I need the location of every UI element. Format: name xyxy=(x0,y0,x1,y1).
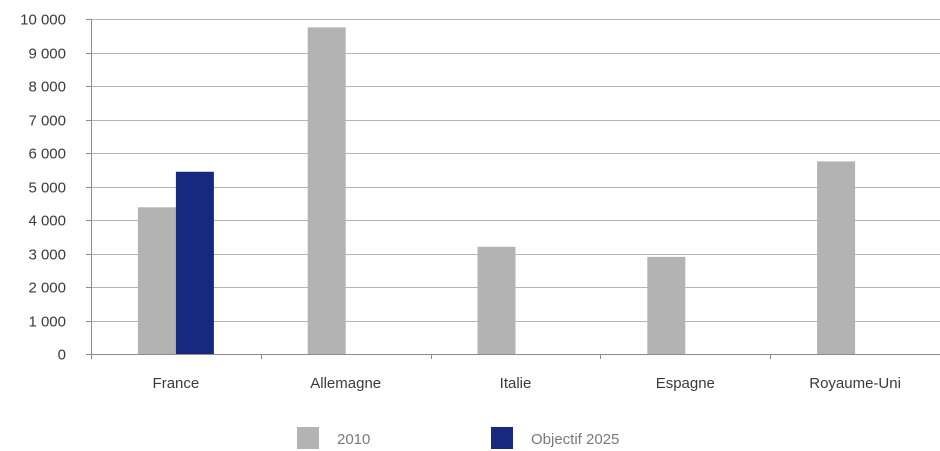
y-tick-label: 2 000 xyxy=(28,280,66,297)
y-tick-label: 10 000 xyxy=(20,12,66,29)
x-category-label: Royaume-Uni xyxy=(809,375,901,392)
bar-france-objectif-2025 xyxy=(175,171,214,354)
x-category-label: Italie xyxy=(500,375,532,392)
y-tick-label: 4 000 xyxy=(28,213,66,230)
y-tick-label: 7 000 xyxy=(28,113,66,130)
legend-label: Objectif 2025 xyxy=(531,431,619,448)
x-axis xyxy=(91,19,940,359)
y-tick-label: 8 000 xyxy=(28,79,66,96)
y-tick-label: 0 xyxy=(58,347,66,364)
legend-swatch xyxy=(491,427,513,449)
x-category-label: France xyxy=(153,375,200,392)
x-axis-category-labels: France Allemagne Italie Espagne Royaume-Uni xyxy=(153,375,901,392)
y-tick-label: 6 000 xyxy=(28,146,66,163)
bars xyxy=(137,27,856,354)
y-axis-tick-labels: 0 1 000 2 000 3 000 4 000 5 000 6 000 7 000 8 00… xyxy=(20,12,66,364)
legend: 2010 Objectif 2025 xyxy=(297,427,619,449)
y-tick-label: 3 000 xyxy=(28,247,66,264)
bar-italie-2010 xyxy=(477,246,516,354)
y-tick-label: 1 000 xyxy=(28,314,66,331)
bar-allemagne-2010 xyxy=(307,27,346,354)
x-category-label: Allemagne xyxy=(310,375,381,392)
legend-label: 2010 xyxy=(337,431,370,448)
legend-swatch xyxy=(297,427,319,449)
bar-france-2010 xyxy=(137,207,176,354)
y-tick-label: 5 000 xyxy=(28,180,66,197)
bar-espagne-2010 xyxy=(647,256,686,354)
bar-royaume-uni-2010 xyxy=(817,161,856,354)
y-tick-label: 9 000 xyxy=(28,46,66,63)
x-category-label: Espagne xyxy=(656,375,715,392)
